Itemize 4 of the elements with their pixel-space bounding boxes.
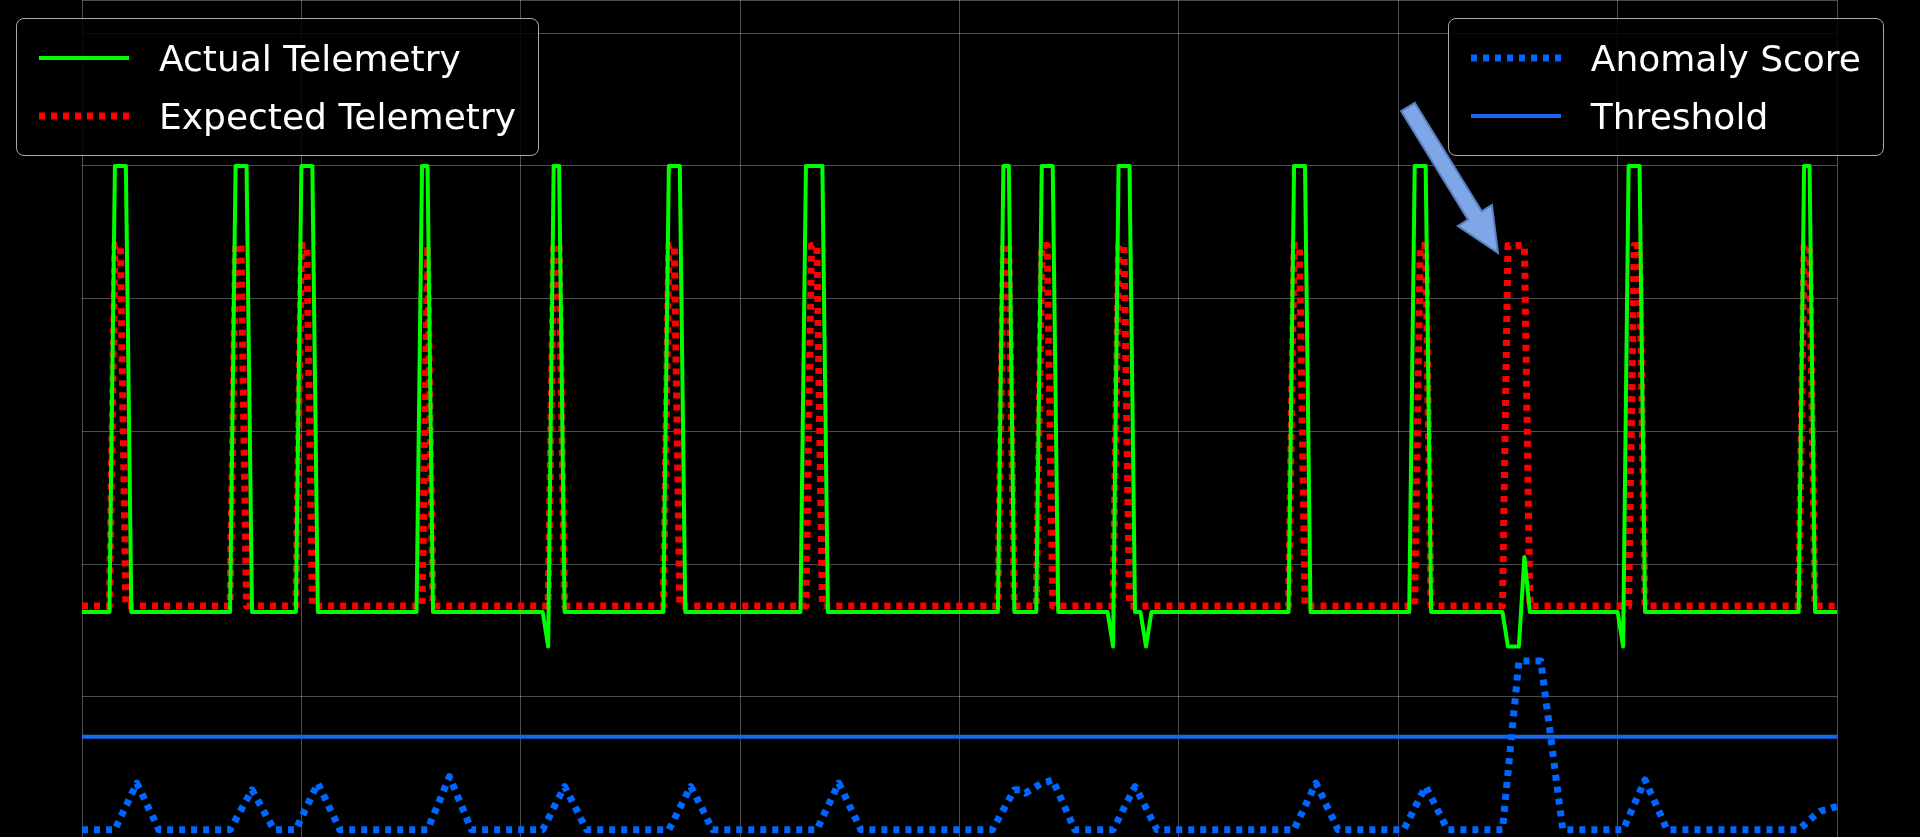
legend-label: Threshold <box>1590 95 1769 137</box>
legend-label: Anomaly Score <box>1590 37 1861 79</box>
legend-label: Actual Telemetry <box>159 37 461 79</box>
legend-label: Expected Telemetry <box>159 95 517 137</box>
